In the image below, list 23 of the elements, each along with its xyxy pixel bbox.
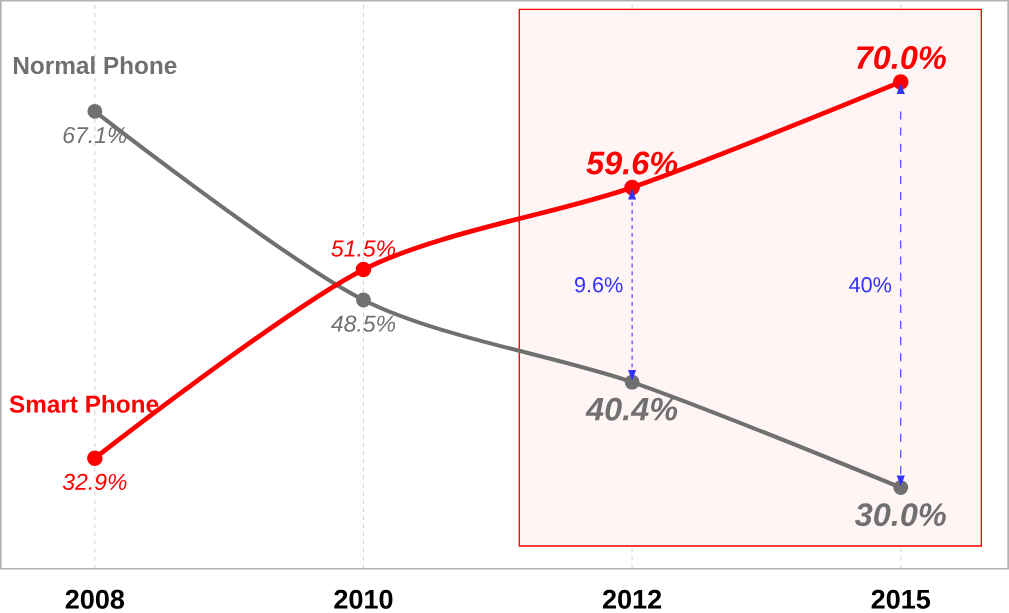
annotation: 40% xyxy=(849,276,892,293)
point xyxy=(87,103,103,119)
point xyxy=(624,374,640,390)
point xyxy=(892,73,909,90)
data-label: 51.5% xyxy=(331,240,396,257)
point xyxy=(355,261,372,278)
data-label: 59.6% xyxy=(586,151,678,175)
series-label: Normal Phone xyxy=(13,56,177,74)
series-label: Smart Phone xyxy=(9,394,159,413)
point xyxy=(356,292,371,308)
annotation: 9.6% xyxy=(574,276,623,293)
data-label: 40.4% xyxy=(585,397,678,421)
x-tick-label: 2012 xyxy=(602,589,662,609)
point xyxy=(624,179,640,195)
x-tick-label: 2010 xyxy=(334,589,393,609)
x-tick-label: 2008 xyxy=(65,589,125,609)
x-tick-label: 2015 xyxy=(871,589,931,609)
point xyxy=(87,450,103,466)
data-label: 70.0% xyxy=(857,45,946,69)
data-label: 48.5% xyxy=(331,315,396,332)
point xyxy=(893,479,909,495)
data-label: 30.0% xyxy=(854,503,946,526)
data-label: 32.9% xyxy=(62,473,127,490)
